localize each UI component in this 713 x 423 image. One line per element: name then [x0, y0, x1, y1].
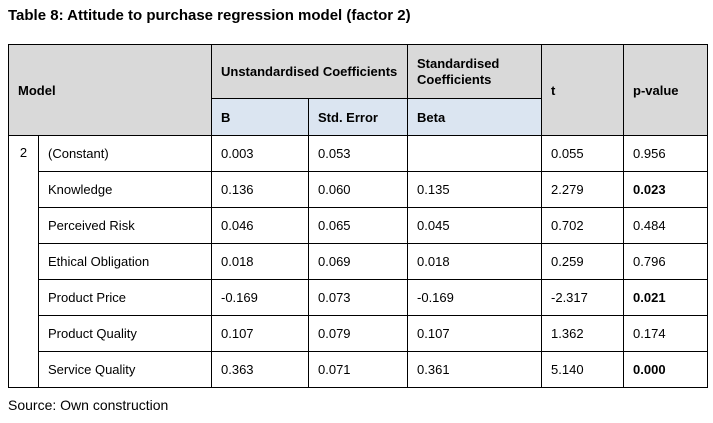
cell-std-error: 0.060: [307, 171, 409, 208]
header-t: t: [541, 44, 625, 136]
cell-t: 0.259: [541, 243, 625, 280]
predictor-label: Product Quality: [38, 315, 212, 352]
cell-p-value: 0.021: [623, 279, 709, 316]
cell-p-value: 0.796: [623, 243, 709, 280]
cell-b: 0.107: [211, 315, 309, 352]
cell-std-error: 0.053: [307, 135, 409, 172]
cell-t: 0.702: [541, 207, 625, 244]
header-p-value: p-value: [623, 44, 709, 136]
cell-p-value: 0.174: [623, 315, 709, 352]
cell-beta: 0.018: [407, 243, 543, 280]
model-number-cell: 2: [8, 135, 39, 388]
cell-beta: [407, 135, 543, 172]
cell-b: 0.003: [211, 135, 309, 172]
cell-beta: 0.135: [407, 171, 543, 208]
cell-t: 0.055: [541, 135, 625, 172]
table-row: Knowledge 0.136 0.060 0.135 2.279 0.023: [9, 171, 709, 208]
header-model: Model: [8, 44, 212, 136]
cell-t: 1.362: [541, 315, 625, 352]
cell-std-error: 0.073: [307, 279, 409, 316]
cell-p-value: 0.000: [623, 351, 709, 388]
predictor-label: Ethical Obligation: [38, 243, 212, 280]
header-row-1: Model Unstandardised Coefficients Standa…: [8, 44, 709, 136]
regression-table: Model Unstandardised Coefficients Standa…: [8, 44, 709, 388]
header-unstandardised-coefficients: Unstandardised Coefficients: [210, 44, 409, 99]
header-row-2: B Std. Error Beta: [9, 98, 708, 136]
cell-p-value: 0.484: [623, 207, 709, 244]
cell-b: 0.046: [211, 207, 309, 244]
cell-t: 2.279: [541, 171, 625, 208]
header-beta: Beta: [407, 98, 543, 136]
table-row: Product Quality 0.107 0.079 0.107 1.362 …: [9, 315, 709, 352]
header-b: B: [211, 98, 309, 136]
table-row: 2 (Constant) 0.003 0.053 0.055 0.956: [8, 135, 709, 388]
predictor-label: Product Price: [38, 279, 212, 316]
cell-std-error: 0.069: [307, 243, 409, 280]
source-note: Source: Own construction: [8, 397, 169, 413]
predictor-label: (Constant): [38, 135, 212, 172]
cell-std-error: 0.065: [307, 207, 409, 244]
table-row: Ethical Obligation 0.018 0.069 0.018 0.2…: [9, 243, 709, 280]
page: Table 8: Attitude to purchase regression…: [8, 7, 709, 413]
cell-p-value: 0.023: [623, 171, 709, 208]
cell-t: 5.140: [541, 351, 625, 388]
predictor-label: Knowledge: [38, 171, 212, 208]
cell-b: 0.136: [211, 171, 309, 208]
cell-b: 0.018: [211, 243, 309, 280]
table-row: Service Quality 0.363 0.071 0.361 5.140 …: [9, 351, 709, 388]
cell-beta: 0.107: [407, 315, 543, 352]
table-title: Table 8: Attitude to purchase regression…: [8, 7, 411, 24]
header-std-error: Std. Error: [307, 98, 409, 136]
cell-b: 0.363: [211, 351, 309, 388]
cell-std-error: 0.079: [307, 315, 409, 352]
predictor-label: Service Quality: [38, 351, 212, 388]
cell-p-value: 0.956: [623, 135, 709, 172]
cell-beta: -0.169: [407, 279, 543, 316]
header-standardised-coefficients: Standardised Coefficients: [407, 44, 543, 99]
cell-t: -2.317: [541, 279, 625, 316]
predictor-label: Perceived Risk: [38, 207, 212, 244]
table-row: Product Price -0.169 0.073 -0.169 -2.317…: [9, 279, 709, 316]
cell-std-error: 0.071: [307, 351, 409, 388]
table-row: Perceived Risk 0.046 0.065 0.045 0.702 0…: [9, 207, 709, 244]
cell-b: -0.169: [211, 279, 309, 316]
cell-beta: 0.361: [407, 351, 543, 388]
cell-beta: 0.045: [407, 207, 543, 244]
